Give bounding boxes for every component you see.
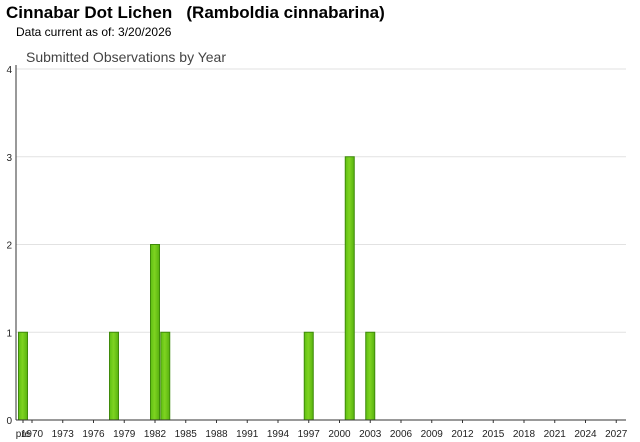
x-tick-label: 2003 bbox=[359, 429, 382, 440]
x-tick-label: 1997 bbox=[298, 429, 321, 440]
x-tick-label: pre bbox=[16, 429, 31, 440]
bar-1978 bbox=[109, 331, 119, 421]
bar-1997 bbox=[303, 331, 314, 421]
x-tick-label: 1973 bbox=[52, 429, 75, 440]
bar-pre bbox=[18, 331, 28, 421]
y-tick-label: 2 bbox=[6, 241, 12, 252]
page-title: Cinnabar Dot Lichen (Ramboldia cinnabari… bbox=[6, 3, 385, 22]
bar-1983 bbox=[160, 331, 171, 421]
x-tick-label: 1985 bbox=[175, 429, 198, 440]
bar-1982 bbox=[150, 244, 160, 421]
axes bbox=[15, 65, 626, 423]
x-tick-label: 2027 bbox=[605, 429, 628, 440]
bars bbox=[18, 156, 376, 421]
x-tick-label: 2021 bbox=[544, 429, 567, 440]
x-tick-label: 1982 bbox=[144, 429, 167, 440]
chart-title: Submitted Observations by Year bbox=[26, 49, 227, 65]
x-tick-label: 1988 bbox=[205, 429, 228, 440]
x-tick-label: 1976 bbox=[82, 429, 105, 440]
x-tick-label: 2012 bbox=[451, 429, 474, 440]
data-date: Data current as of: 3/20/2026 bbox=[16, 25, 172, 39]
y-tick-labels: 0 1 2 3 4 bbox=[6, 65, 12, 427]
x-tick-label: 2009 bbox=[421, 429, 444, 440]
x-tick-label: 2000 bbox=[328, 429, 351, 440]
x-tick-label: 1991 bbox=[236, 429, 259, 440]
x-tick-label: 2018 bbox=[513, 429, 536, 440]
x-tick-label: 2006 bbox=[390, 429, 413, 440]
x-tick-label: 2024 bbox=[574, 429, 597, 440]
y-tick-label: 0 bbox=[6, 416, 12, 427]
y-tick-label: 3 bbox=[6, 153, 12, 164]
y-tick-label: 4 bbox=[6, 65, 12, 76]
gridlines bbox=[16, 68, 626, 333]
bar-2003 bbox=[365, 331, 376, 421]
x-tick-label: 1994 bbox=[267, 429, 290, 440]
bar-2001 bbox=[344, 156, 355, 421]
x-tick-label: 1979 bbox=[113, 429, 136, 440]
y-tick-label: 1 bbox=[6, 328, 12, 339]
x-tick-label: 1970 bbox=[21, 429, 44, 440]
x-tick-label: 2015 bbox=[482, 429, 505, 440]
